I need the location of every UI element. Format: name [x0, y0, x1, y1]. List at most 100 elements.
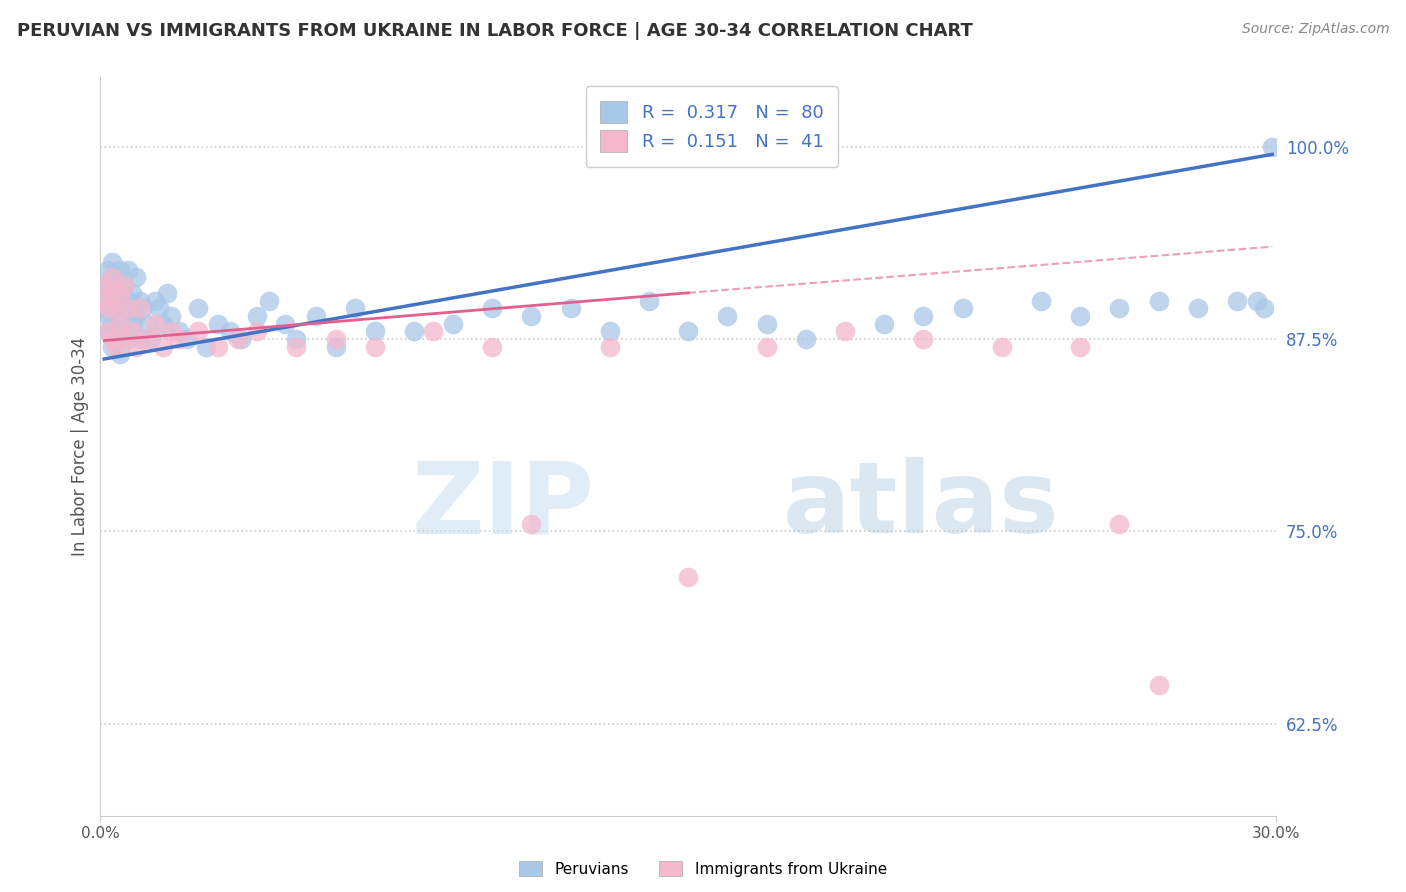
Point — [1108, 516, 1130, 531]
Point — [1029, 293, 1052, 308]
Point — [117, 293, 139, 308]
Point — [136, 317, 159, 331]
Point — [344, 301, 367, 316]
Point — [108, 317, 131, 331]
Point — [1226, 293, 1249, 308]
Point — [105, 278, 128, 293]
Point — [97, 278, 120, 293]
Point — [124, 270, 146, 285]
Point — [101, 285, 124, 300]
Point — [108, 347, 131, 361]
Point — [481, 340, 503, 354]
Point — [560, 301, 582, 316]
Point — [101, 317, 124, 331]
Point — [599, 340, 621, 354]
Point — [325, 332, 347, 346]
Point — [112, 324, 135, 338]
Point — [599, 324, 621, 338]
Point — [93, 278, 115, 293]
Point — [1069, 340, 1091, 354]
Point — [257, 293, 280, 308]
Point — [285, 340, 308, 354]
Point — [1147, 293, 1170, 308]
Point — [402, 324, 425, 338]
Point — [195, 340, 218, 354]
Point — [101, 340, 124, 354]
Point — [105, 285, 128, 300]
Point — [101, 270, 124, 285]
Point — [136, 332, 159, 346]
Point — [97, 293, 120, 308]
Point — [912, 332, 935, 346]
Point — [207, 340, 229, 354]
Point — [1261, 139, 1284, 153]
Point — [152, 317, 174, 331]
Point — [912, 309, 935, 323]
Point — [160, 324, 183, 338]
Point — [112, 278, 135, 293]
Point — [834, 324, 856, 338]
Point — [441, 317, 464, 331]
Point — [363, 340, 385, 354]
Point — [97, 309, 120, 323]
Point — [97, 324, 120, 338]
Point — [520, 309, 543, 323]
Point — [422, 324, 444, 338]
Point — [167, 332, 190, 346]
Point — [273, 317, 295, 331]
Text: Source: ZipAtlas.com: Source: ZipAtlas.com — [1241, 22, 1389, 37]
Point — [873, 317, 896, 331]
Point — [143, 293, 166, 308]
Y-axis label: In Labor Force | Age 30-34: In Labor Force | Age 30-34 — [72, 337, 89, 557]
Point — [363, 324, 385, 338]
Point — [132, 301, 155, 316]
Point — [108, 285, 131, 300]
Point — [1246, 293, 1268, 308]
Point — [187, 324, 209, 338]
Point — [112, 278, 135, 293]
Point — [93, 293, 115, 308]
Point — [676, 324, 699, 338]
Point — [108, 262, 131, 277]
Point — [105, 332, 128, 346]
Point — [108, 293, 131, 308]
Point — [156, 285, 179, 300]
Point — [101, 255, 124, 269]
Point — [101, 332, 124, 346]
Point — [226, 332, 249, 346]
Point — [1253, 301, 1275, 316]
Point — [152, 340, 174, 354]
Point — [105, 301, 128, 316]
Point — [97, 324, 120, 338]
Point — [207, 317, 229, 331]
Point — [101, 301, 124, 316]
Point — [952, 301, 974, 316]
Text: PERUVIAN VS IMMIGRANTS FROM UKRAINE IN LABOR FORCE | AGE 30-34 CORRELATION CHART: PERUVIAN VS IMMIGRANTS FROM UKRAINE IN L… — [17, 22, 973, 40]
Point — [285, 332, 308, 346]
Point — [117, 332, 139, 346]
Point — [101, 285, 124, 300]
Point — [121, 324, 143, 338]
Point — [1108, 301, 1130, 316]
Point — [141, 332, 163, 346]
Point — [121, 285, 143, 300]
Point — [794, 332, 817, 346]
Point — [990, 340, 1012, 354]
Point — [218, 324, 240, 338]
Point — [246, 309, 269, 323]
Point — [128, 293, 150, 308]
Point — [167, 324, 190, 338]
Legend: Peruvians, Immigrants from Ukraine: Peruvians, Immigrants from Ukraine — [512, 853, 894, 884]
Point — [128, 301, 150, 316]
Point — [676, 570, 699, 584]
Point — [716, 309, 738, 323]
Text: ZIP: ZIP — [412, 458, 595, 554]
Text: atlas: atlas — [782, 458, 1059, 554]
Point — [176, 332, 198, 346]
Point — [148, 301, 170, 316]
Point — [97, 301, 120, 316]
Point — [101, 270, 124, 285]
Point — [124, 309, 146, 323]
Point — [128, 332, 150, 346]
Point — [93, 285, 115, 300]
